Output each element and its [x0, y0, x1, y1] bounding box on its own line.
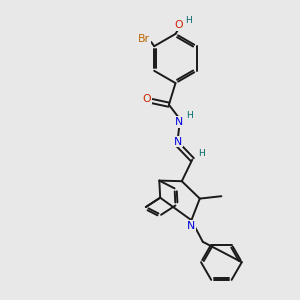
Text: O: O	[174, 20, 183, 30]
Text: H: H	[186, 111, 193, 120]
Text: N: N	[175, 117, 184, 127]
Text: Br: Br	[138, 34, 150, 44]
Text: N: N	[174, 136, 182, 147]
Text: H: H	[198, 149, 205, 158]
Text: N: N	[187, 220, 196, 231]
Text: O: O	[142, 94, 151, 104]
Text: H: H	[185, 16, 192, 25]
